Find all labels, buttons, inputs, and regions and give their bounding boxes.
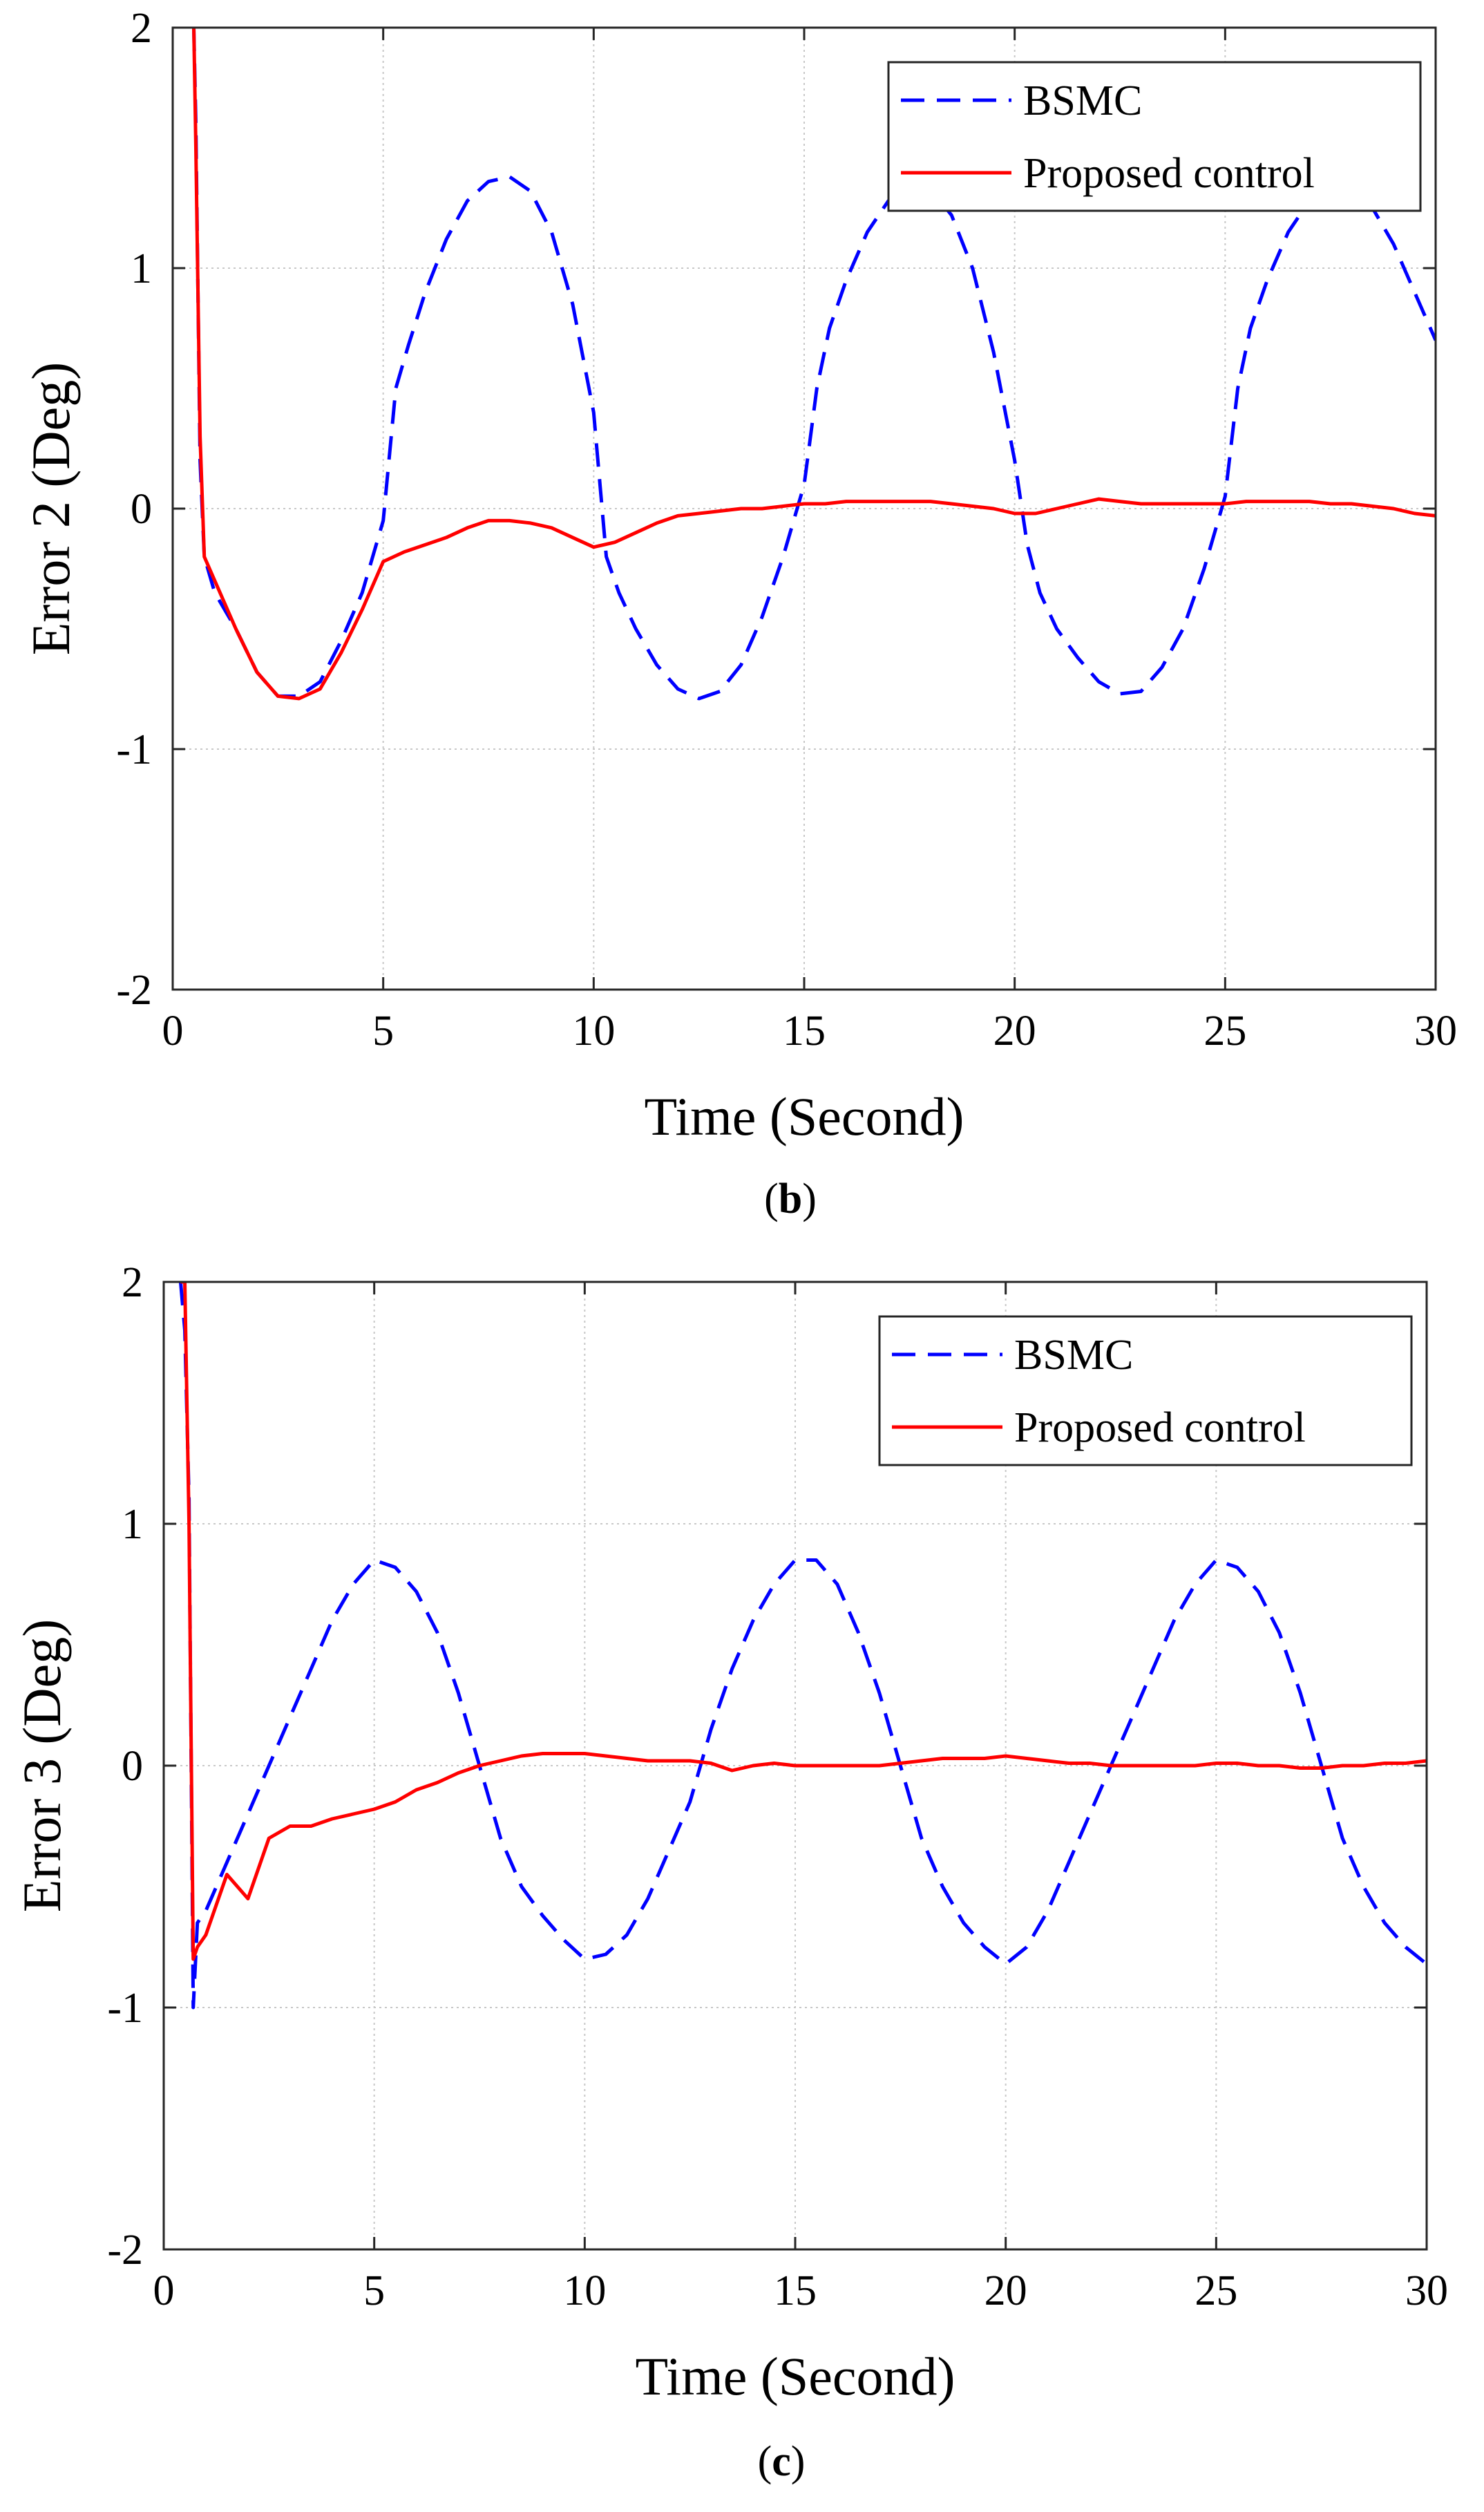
x-tick-label: 20: [984, 2267, 1027, 2314]
x-axis-label: Time (Second): [636, 2346, 955, 2406]
y-tick-label: 1: [122, 1501, 143, 1548]
x-tick-label: 10: [563, 2267, 606, 2314]
x-tick-label: 5: [363, 2267, 385, 2314]
x-tick-label: 0: [162, 1008, 184, 1055]
legend-box: [887, 61, 1422, 212]
x-tick-label: 15: [783, 1008, 826, 1055]
legend-label-proposed-control: Proposed control: [1014, 1404, 1306, 1451]
legend: BSMC Proposed control: [887, 61, 1422, 212]
series-line-bsmc: [192, 28, 1436, 701]
x-tick-label: 0: [153, 2267, 175, 2314]
x-tick-label: 5: [372, 1008, 394, 1055]
y-tick-label: 2: [122, 1259, 143, 1306]
x-tick-label: 20: [993, 1008, 1036, 1055]
y-tick-label: -1: [116, 726, 152, 773]
x-tick-label: 25: [1195, 2267, 1237, 2314]
x-tick-label: 10: [572, 1008, 615, 1055]
y-tick-label: 2: [131, 5, 152, 52]
y-tick-label: 0: [122, 1743, 143, 1790]
legend: BSMC Proposed control: [878, 1315, 1413, 1466]
x-tick-label: 30: [1414, 1008, 1457, 1055]
y-tick-label: -1: [107, 1985, 143, 2032]
x-axis-label: Time (Second): [645, 1086, 964, 1146]
x-tick-label: 15: [774, 2267, 817, 2314]
y-axis-label: Error 3 (Deg): [12, 1619, 72, 1912]
panel-caption: (b): [764, 1175, 817, 1222]
legend-box: [878, 1315, 1413, 1466]
legend-label-bsmc: BSMC: [1023, 77, 1142, 124]
x-tick-label: 30: [1405, 2267, 1448, 2314]
legend-label-proposed-control: Proposed control: [1023, 150, 1315, 197]
series-line-bsmc: [178, 1282, 1427, 2010]
y-tick-label: 1: [131, 245, 152, 292]
chart-c: 0 5 10 15 20 25 30 -2 -1 0 1 2 Time (Second) Error 3 …: [12, 1259, 1448, 2485]
series-line-proposed-control: [180, 1282, 1427, 1961]
y-tick-label: -2: [107, 2227, 143, 2274]
panel-caption-letter: c: [772, 2438, 791, 2485]
y-axis-label: Error 2 (Deg): [21, 362, 81, 655]
y-tick-label: -2: [116, 967, 152, 1014]
x-tick-label: 25: [1204, 1008, 1246, 1055]
series-line-proposed-control: [192, 28, 1436, 701]
y-tick-label: 0: [131, 486, 152, 533]
chart-b: 0 5 10 15 20 25 30 -2 -1 0 1 2 Time (Second) Error 2 …: [21, 5, 1457, 1222]
panel-caption: (c): [758, 2438, 806, 2485]
legend-label-bsmc: BSMC: [1014, 1332, 1133, 1379]
panel-caption-letter: b: [779, 1175, 802, 1222]
